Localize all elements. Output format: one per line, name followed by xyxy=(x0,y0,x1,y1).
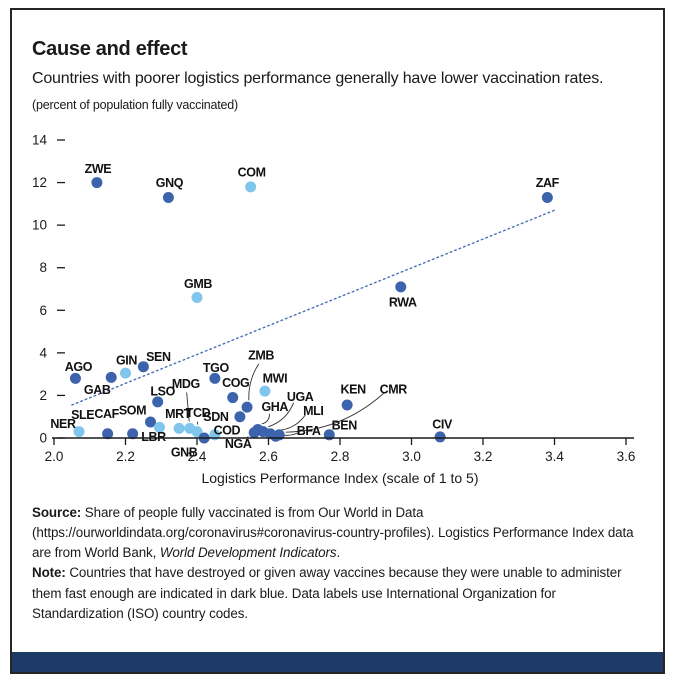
leader-line-GHA xyxy=(262,414,269,424)
y-tick-label: 14 xyxy=(32,133,48,148)
source-note: Source: Share of people fully vaccinated… xyxy=(32,503,640,624)
y-tick-label: 0 xyxy=(39,431,47,446)
leader-line-ZMB xyxy=(249,364,259,401)
data-point-COG xyxy=(227,392,238,403)
data-point-SDN xyxy=(234,411,245,422)
x-tick-label: 2.6 xyxy=(259,449,278,464)
x-tick-label: 2.0 xyxy=(45,449,64,464)
point-label-LBR: LBR xyxy=(141,430,166,444)
point-label-TGO: TGO xyxy=(203,361,230,375)
point-label-MWI: MWI xyxy=(263,372,287,386)
x-tick-label: 2.8 xyxy=(331,449,350,464)
x-tick-label: 3.2 xyxy=(474,449,493,464)
point-label-GNQ: GNQ xyxy=(156,176,184,190)
data-point-GNQ xyxy=(163,192,174,203)
data-point-ZWE xyxy=(91,177,102,188)
y-tick-label: 2 xyxy=(39,388,47,403)
source-label: Source: xyxy=(32,505,81,520)
x-tick-label: 3.0 xyxy=(402,449,421,464)
point-label-AGO: AGO xyxy=(65,360,93,374)
point-label-MLI: MLI xyxy=(303,404,323,418)
x-tick-label: 3.6 xyxy=(617,449,636,464)
data-point-CIV xyxy=(435,432,446,443)
figure-card: Cause and effect Countries with poorer l… xyxy=(10,8,665,674)
chart-title: Cause and effect xyxy=(32,38,643,61)
point-label-NGA: NGA xyxy=(225,437,252,451)
trend-line xyxy=(72,210,555,405)
chart-subtitle: Countries with poorer logistics performa… xyxy=(32,68,632,89)
point-label-MDG: MDG xyxy=(172,377,200,391)
point-label-GMB: GMB xyxy=(184,277,212,291)
data-point-AGO xyxy=(70,373,81,384)
point-label-BEN: BEN xyxy=(332,418,358,432)
point-label-COD: COD xyxy=(214,423,241,437)
point-label-COG: COG xyxy=(222,376,249,390)
point-label-CIV: CIV xyxy=(432,418,453,432)
source-period: . xyxy=(336,545,340,560)
point-label-GAB: GAB xyxy=(84,383,111,397)
point-label-BFA: BFA xyxy=(297,424,321,438)
y-axis-unit-label: (percent of population fully vaccinated) xyxy=(32,98,643,112)
data-point-RWA xyxy=(395,281,406,292)
data-point-GAB xyxy=(106,372,117,383)
data-point-MWI xyxy=(259,386,270,397)
point-label-ZWE: ZWE xyxy=(85,162,112,176)
y-tick-label: 4 xyxy=(39,345,47,360)
point-label-SOM: SOM xyxy=(119,404,146,418)
data-point-ZAF xyxy=(542,192,553,203)
point-label-ZMB: ZMB xyxy=(248,349,274,363)
data-point-MRT xyxy=(174,423,185,434)
point-label-CAF: CAF xyxy=(94,407,119,421)
data-point-KEN xyxy=(342,400,353,411)
y-tick-label: 6 xyxy=(39,303,47,318)
x-tick-label: 2.4 xyxy=(188,449,207,464)
point-label-COM: COM xyxy=(238,165,266,179)
source-italic: World Development Indicators xyxy=(160,545,337,560)
data-point-BFA xyxy=(270,431,281,442)
note-text: Countries that have destroyed or given a… xyxy=(32,565,621,620)
point-label-CMR: CMR xyxy=(380,382,408,396)
y-tick-label: 12 xyxy=(32,175,47,190)
point-label-ZAF: ZAF xyxy=(536,176,560,190)
data-point-ZMB xyxy=(242,402,253,413)
note-label: Note: xyxy=(32,565,66,580)
y-tick-label: 8 xyxy=(39,260,47,275)
point-label-GHA: GHA xyxy=(261,400,288,414)
x-tick-label: 2.2 xyxy=(116,449,135,464)
data-point-COM xyxy=(245,181,256,192)
x-tick-label: 3.4 xyxy=(545,449,564,464)
data-point-GIN xyxy=(120,368,131,379)
point-label-TCD: TCD xyxy=(186,406,211,420)
data-point-GMB xyxy=(192,292,203,303)
bottom-accent-bar xyxy=(12,652,663,672)
point-label-GIN: GIN xyxy=(116,354,137,368)
point-label-SEN: SEN xyxy=(146,350,171,364)
y-tick-label: 10 xyxy=(32,218,47,233)
point-label-UGA: UGA xyxy=(287,390,314,404)
x-axis-title: Logistics Performance Index (scale of 1 … xyxy=(201,470,478,486)
point-label-RWA: RWA xyxy=(389,295,417,309)
point-label-KEN: KEN xyxy=(341,383,367,397)
point-label-SLE: SLE xyxy=(71,408,94,422)
